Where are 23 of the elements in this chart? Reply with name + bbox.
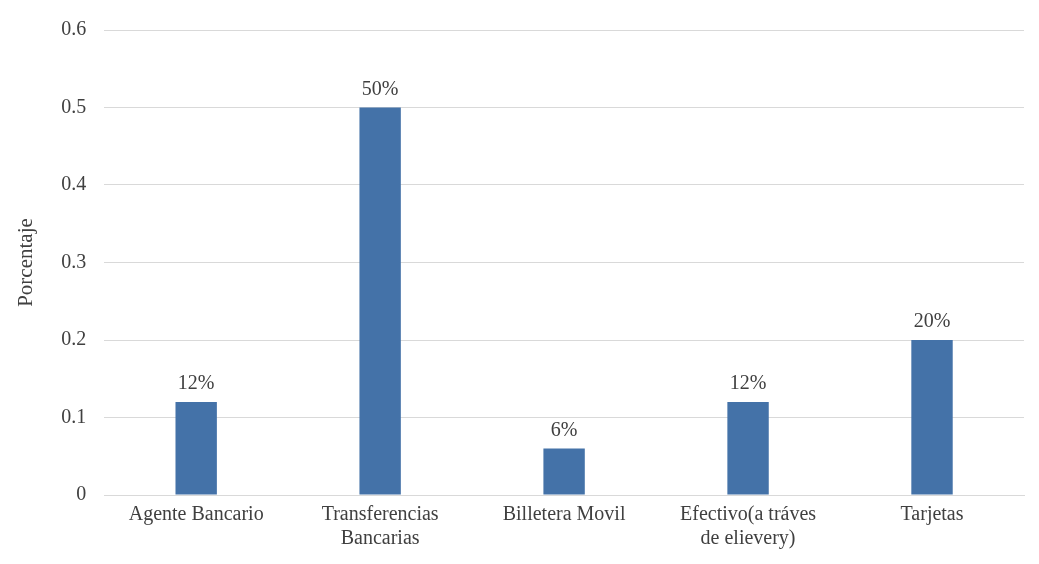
y-tick-label: 0.4 (61, 172, 87, 195)
y-tick-label: 0 (76, 482, 87, 505)
bar (727, 402, 769, 495)
data-label: 50% (361, 76, 399, 99)
y-tick-label: 0.6 (61, 17, 87, 40)
y-tick-label: 0.1 (61, 404, 87, 427)
y-axis-title: Porcentaje (13, 218, 38, 307)
x-tick-label: Billetera Movil (502, 502, 626, 525)
x-tick-label: Tarjetas (900, 502, 964, 526)
y-tick-label: 0.5 (61, 94, 87, 117)
x-tick-label: Efectivo(a tráves de elievery) (680, 502, 817, 550)
data-label: 12% (729, 371, 767, 394)
bar (911, 340, 953, 495)
bar (175, 402, 217, 495)
bar (359, 107, 401, 495)
x-tick-label: Transferencias Bancarias (321, 502, 439, 549)
y-tick-label: 0.3 (61, 249, 87, 272)
x-tick-label: Agente Bancario (128, 502, 264, 526)
data-label: 20% (913, 309, 951, 332)
bar (543, 448, 585, 495)
data-label: 6% (550, 417, 578, 440)
y-tick-label: 0.2 (61, 327, 87, 350)
data-label: 12% (177, 371, 215, 394)
